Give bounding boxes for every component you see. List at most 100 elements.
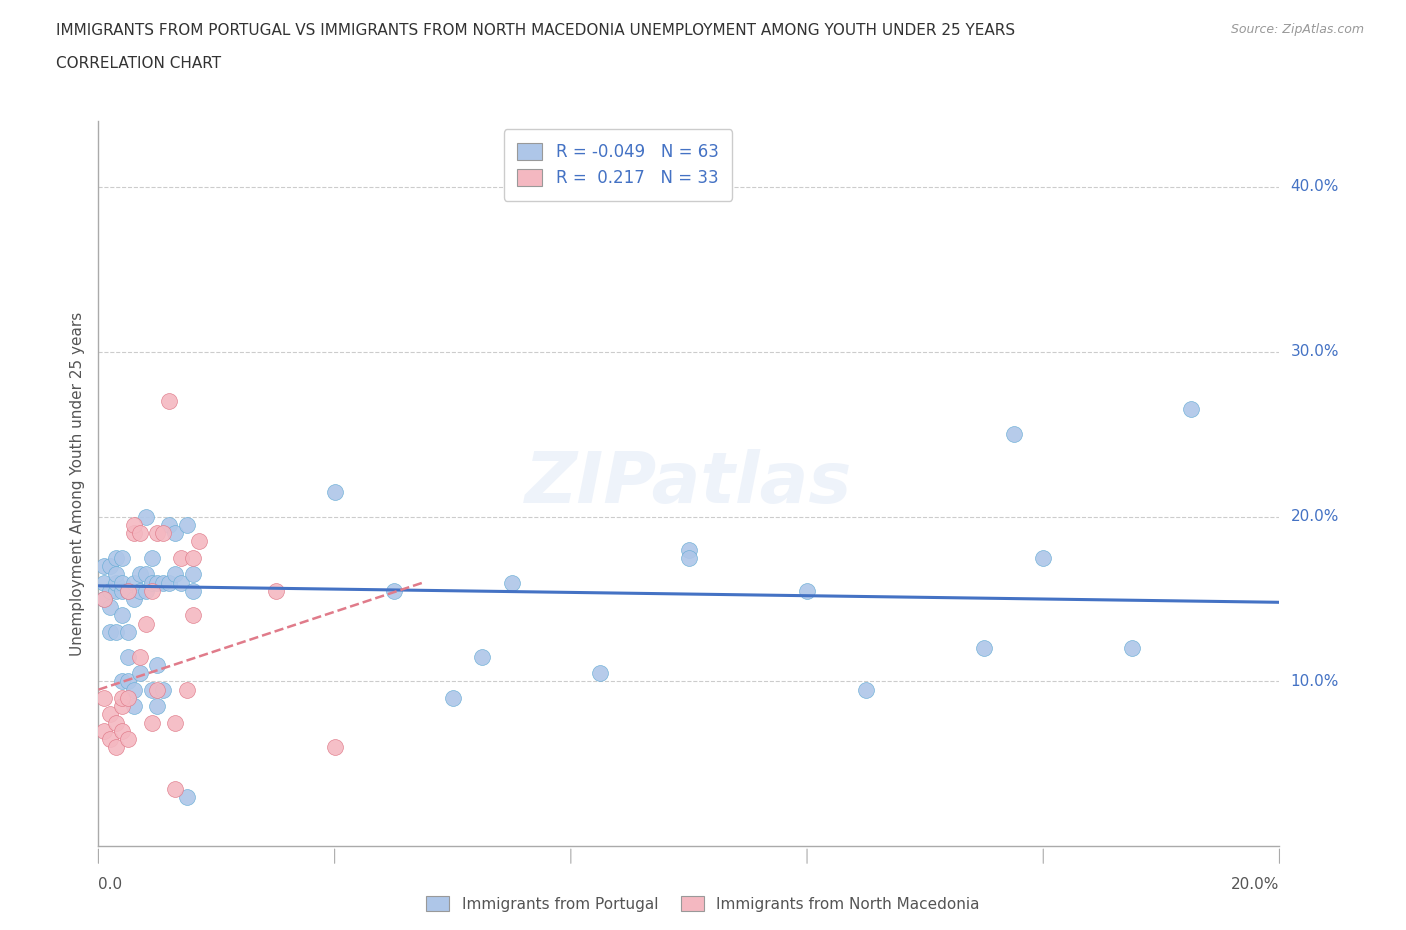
Point — [973, 641, 995, 656]
Point — [128, 566, 150, 582]
Text: 10.0%: 10.0% — [1291, 674, 1339, 689]
Text: 40.0%: 40.0% — [1291, 179, 1339, 194]
Point — [93, 559, 115, 574]
Point — [796, 583, 818, 598]
Point — [165, 566, 187, 582]
Point — [98, 732, 121, 747]
Point — [157, 517, 180, 532]
Point — [323, 740, 346, 755]
Point — [122, 683, 145, 698]
Point — [105, 583, 128, 598]
Point — [93, 575, 115, 590]
Point — [170, 551, 193, 565]
Point — [128, 525, 150, 540]
Point — [111, 551, 134, 565]
Point — [105, 575, 128, 590]
Point — [105, 740, 128, 755]
Point — [128, 649, 150, 664]
Point — [1002, 427, 1025, 442]
Point — [122, 698, 145, 713]
Text: CORRELATION CHART: CORRELATION CHART — [56, 56, 221, 71]
Point — [152, 525, 174, 540]
Point — [146, 525, 169, 540]
Point — [176, 683, 198, 698]
Point — [146, 575, 169, 590]
Point — [157, 575, 180, 590]
Point — [157, 393, 180, 408]
Point — [165, 525, 187, 540]
Point — [117, 649, 139, 664]
Point — [141, 715, 163, 730]
Point — [111, 674, 134, 689]
Point — [105, 715, 128, 730]
Text: IMMIGRANTS FROM PORTUGAL VS IMMIGRANTS FROM NORTH MACEDONIA UNEMPLOYMENT AMONG Y: IMMIGRANTS FROM PORTUGAL VS IMMIGRANTS F… — [56, 23, 1015, 38]
Point — [152, 683, 174, 698]
Point — [181, 566, 204, 582]
Point — [128, 666, 150, 681]
Point — [141, 583, 163, 598]
Point — [141, 551, 163, 565]
Point — [176, 517, 198, 532]
Point — [98, 707, 121, 722]
Point — [141, 575, 163, 590]
Point — [117, 583, 139, 598]
Point — [181, 583, 204, 598]
Point — [105, 625, 128, 640]
Text: 0.0: 0.0 — [98, 877, 122, 892]
Point — [122, 525, 145, 540]
Point — [111, 608, 134, 623]
Point — [128, 583, 150, 598]
Point — [471, 649, 494, 664]
Point — [98, 600, 121, 615]
Point — [181, 551, 204, 565]
Point — [117, 625, 139, 640]
Legend: R = -0.049   N = 63, R =  0.217   N = 33: R = -0.049 N = 63, R = 0.217 N = 33 — [505, 129, 733, 201]
Point — [165, 781, 187, 796]
Point — [117, 583, 139, 598]
Point — [111, 690, 134, 705]
Point — [98, 625, 121, 640]
Point — [1032, 551, 1054, 565]
Text: ZIPatlas: ZIPatlas — [526, 449, 852, 518]
Point — [152, 575, 174, 590]
Point — [122, 575, 145, 590]
Point — [135, 566, 157, 582]
Point — [93, 690, 115, 705]
Point — [93, 591, 115, 606]
Point — [264, 583, 287, 598]
Point — [323, 485, 346, 499]
Point — [117, 732, 139, 747]
Point — [122, 517, 145, 532]
Point — [146, 658, 169, 672]
Point — [105, 551, 128, 565]
Point — [111, 724, 134, 738]
Point — [382, 583, 405, 598]
Point — [855, 683, 877, 698]
Text: 20.0%: 20.0% — [1232, 877, 1279, 892]
Point — [117, 690, 139, 705]
Point — [170, 575, 193, 590]
Text: 20.0%: 20.0% — [1291, 509, 1339, 525]
Point — [187, 534, 209, 549]
Point — [146, 698, 169, 713]
Text: 30.0%: 30.0% — [1291, 344, 1339, 359]
Point — [141, 683, 163, 698]
Point — [111, 698, 134, 713]
Point — [122, 591, 145, 606]
Point — [146, 683, 169, 698]
Point — [98, 559, 121, 574]
Y-axis label: Unemployment Among Youth under 25 years: Unemployment Among Youth under 25 years — [69, 312, 84, 656]
Point — [111, 575, 134, 590]
Point — [135, 583, 157, 598]
Point — [93, 591, 115, 606]
Point — [105, 566, 128, 582]
Point — [441, 690, 464, 705]
Point — [111, 583, 134, 598]
Point — [93, 724, 115, 738]
Text: Source: ZipAtlas.com: Source: ZipAtlas.com — [1230, 23, 1364, 36]
Point — [165, 715, 187, 730]
Point — [135, 617, 157, 631]
Point — [176, 790, 198, 804]
Point — [678, 551, 700, 565]
Point — [1180, 402, 1202, 417]
